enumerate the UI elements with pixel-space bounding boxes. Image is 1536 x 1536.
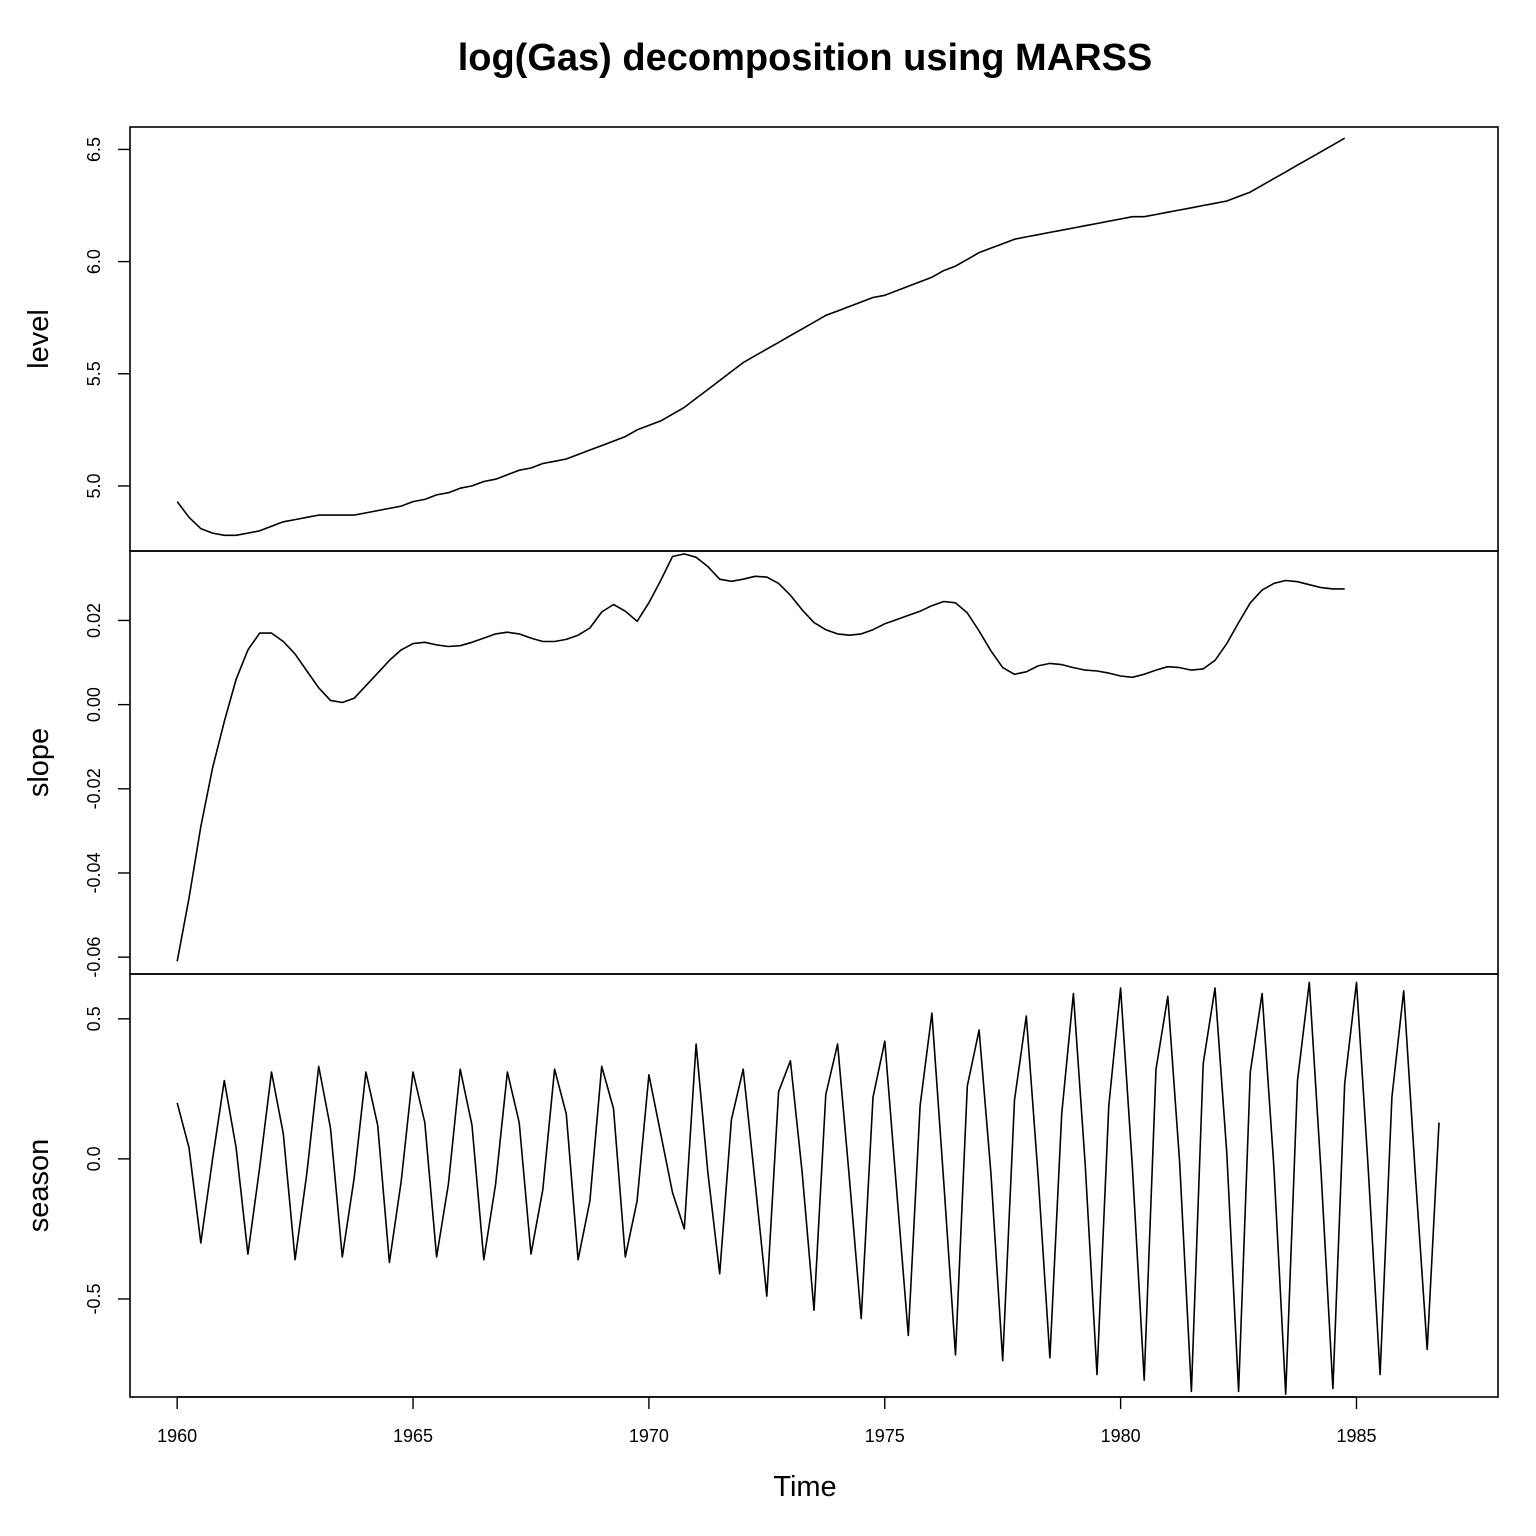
season-y-tick-label: 0.0 <box>84 1146 104 1171</box>
slope-y-tick-label: -0.04 <box>84 852 104 893</box>
slope-axis-label: slope <box>23 728 55 797</box>
level-y-tick-label: 6.5 <box>84 137 104 162</box>
level-y-tick-label: 5.5 <box>84 361 104 386</box>
x-tick-label: 1985 <box>1336 1426 1376 1446</box>
slope-series-line <box>176 553 1345 962</box>
panel-frame <box>129 126 1499 552</box>
slope-y-tick-label: 0.00 <box>84 687 104 722</box>
slope-y-tick-label: -0.02 <box>84 768 104 809</box>
panel-frame <box>129 550 1499 975</box>
chart-title: log(Gas) decomposition using MARSS <box>458 37 1153 79</box>
x-tick-label: 1965 <box>393 1426 433 1446</box>
level-y-tick-label: 6.0 <box>84 249 104 274</box>
slope-y-tick-label: 0.02 <box>84 603 104 638</box>
panel-season: -0.5 0.0 0.5 season <box>23 973 1499 1398</box>
season-y-tick-label: 0.5 <box>84 1006 104 1031</box>
x-axis: 1960 1965 1970 1975 1980 1985 <box>157 1396 1377 1446</box>
panel-level: 5.0 5.5 6.0 6.5 level <box>23 126 1499 552</box>
panels: 5.0 5.5 6.0 6.5 level -0.06 -0.04 -0.02 0.00 0.02… <box>23 126 1499 1398</box>
level-axis-label: level <box>23 309 55 369</box>
panel-slope: -0.06 -0.04 -0.02 0.00 0.02 slope <box>23 550 1499 978</box>
level-y-tick-label: 5.0 <box>84 473 104 498</box>
x-tick-label: 1960 <box>157 1426 197 1446</box>
x-tick-label: 1975 <box>865 1426 905 1446</box>
level-series-line <box>176 137 1346 537</box>
x-tick-label: 1970 <box>629 1426 669 1446</box>
slope-y-tick-label: -0.06 <box>84 937 104 978</box>
season-y-tick-label: -0.5 <box>84 1283 104 1314</box>
season-series-line <box>176 981 1440 1395</box>
x-axis-label: Time <box>773 1471 836 1503</box>
x-tick-label: 1980 <box>1101 1426 1141 1446</box>
season-axis-label: season <box>23 1139 55 1233</box>
